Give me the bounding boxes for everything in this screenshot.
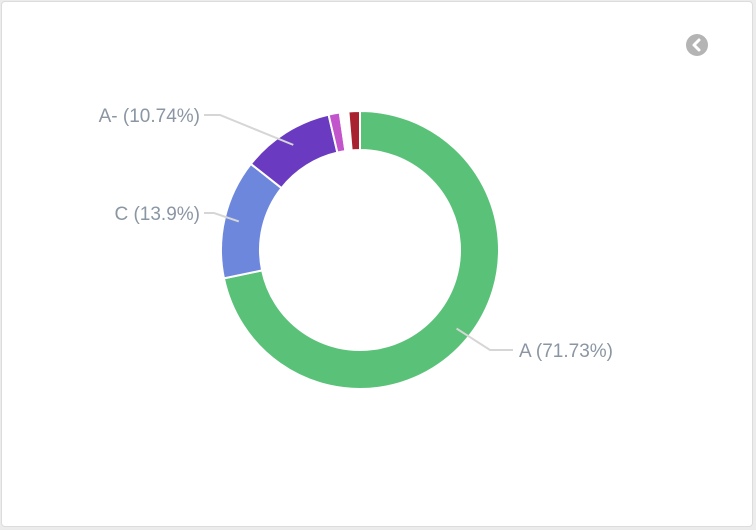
slice-label-aminus: A- (10.74%) [99, 106, 200, 127]
leader-line-a [456, 327, 513, 351]
leader-line-c [204, 212, 240, 223]
leader-line-aminus [204, 114, 294, 146]
slice-label-c: C (13.9%) [114, 204, 200, 225]
donut-slice-a[interactable] [222, 109, 500, 390]
back-button[interactable] [686, 34, 708, 56]
chevron-left-icon [692, 38, 701, 52]
donut-slice-5[interactable] [347, 109, 361, 152]
slice-label-a: A (71.73%) [519, 341, 613, 362]
